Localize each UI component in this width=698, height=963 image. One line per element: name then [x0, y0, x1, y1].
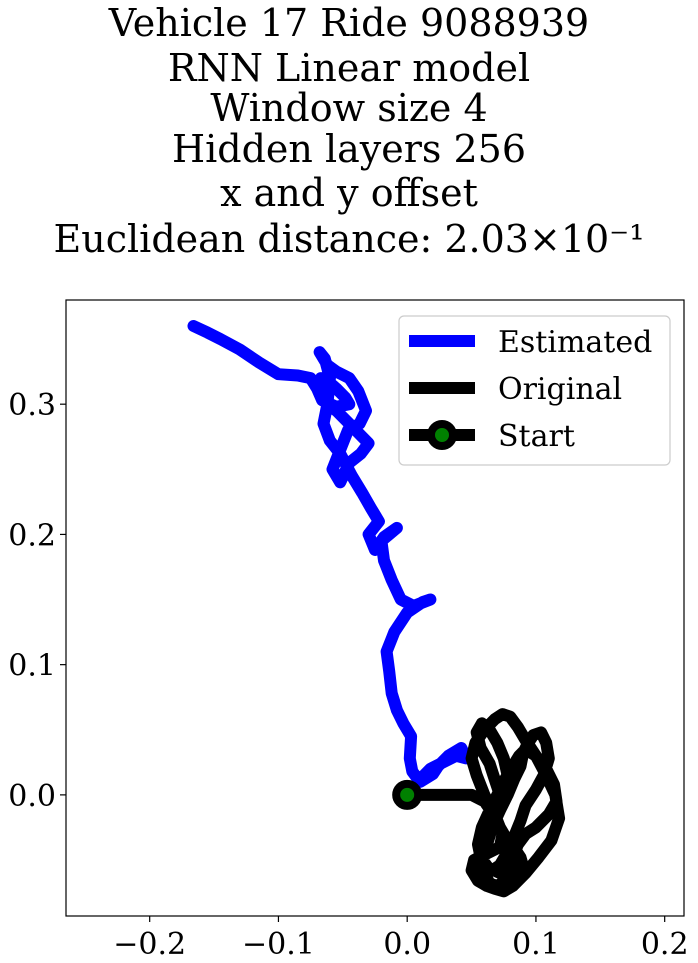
y-tick-label: 0.2 — [8, 518, 56, 553]
legend-label: Estimated — [498, 325, 652, 360]
x-tick-label: −0.1 — [242, 927, 315, 962]
legend-label: Start — [498, 419, 575, 454]
legend-label: Original — [498, 372, 622, 407]
title-line: Euclidean distance: 2.03×10⁻¹ — [54, 217, 645, 261]
x-tick-label: 0.1 — [512, 927, 560, 962]
series-line-original — [401, 708, 566, 898]
plot-area — [65, 299, 685, 917]
legend-marker — [427, 420, 457, 450]
x-tick-label: 0.2 — [641, 927, 689, 962]
title-line: Vehicle 17 Ride 9088939 — [108, 1, 589, 45]
x-tick-label: −0.2 — [113, 927, 186, 962]
legend: Estimated Original Start — [398, 315, 671, 466]
y-tick-label: 0.1 — [8, 649, 56, 684]
y-tick-label: 0.3 — [8, 388, 56, 423]
axes-frame — [65, 299, 685, 917]
y-axis: 0.0 0.1 0.2 0.3 — [8, 388, 66, 814]
legend-box — [398, 315, 671, 466]
title-line: Hidden layers 256 — [172, 127, 526, 171]
series-layer — [187, 320, 566, 898]
title-line: x and y offset — [220, 171, 478, 215]
series-line-estimated — [187, 320, 473, 801]
y-tick-label: 0.0 — [8, 779, 56, 814]
title-line: Window size 4 — [210, 86, 487, 130]
x-tick-label: 0.0 — [383, 927, 431, 962]
title-line: RNN Linear model — [168, 46, 530, 90]
start-marker — [392, 779, 423, 810]
x-axis: −0.2 −0.1 0.0 0.1 0.2 — [113, 916, 689, 962]
